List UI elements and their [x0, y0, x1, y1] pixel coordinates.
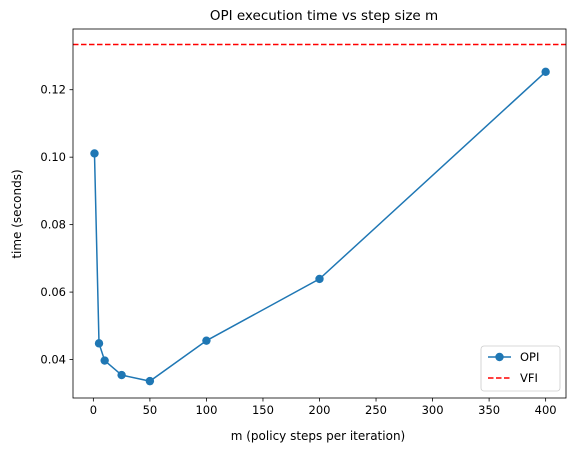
x-tick-label: 200 [309, 403, 331, 417]
plot-area [73, 43, 566, 386]
x-tick-label: 300 [422, 403, 444, 417]
y-tick-label: 0.12 [40, 83, 66, 97]
y-axis-ticks: 0.04 0.06 0.08 0.10 0.12 [40, 83, 73, 367]
chart-title: OPI execution time vs step size m [210, 8, 438, 24]
x-tick-label: 150 [252, 403, 274, 417]
x-tick-label: 250 [365, 403, 387, 417]
opi-data-point [541, 67, 550, 77]
axes-frame [72, 28, 567, 399]
opi-data-point [100, 356, 109, 365]
opi-data-point [145, 376, 155, 386]
opi-data-point [90, 149, 99, 158]
x-tick-label: 400 [535, 403, 557, 417]
y-axis-label: time (seconds) [10, 169, 24, 258]
x-axis-ticks: 0 50 100 150 200 250 300 350 400 [90, 398, 557, 417]
legend-opi-marker [495, 352, 504, 362]
x-tick-label: 100 [195, 403, 217, 417]
opi-data-point [94, 339, 104, 348]
x-tick-label: 350 [478, 403, 500, 417]
x-tick-label: 50 [143, 403, 158, 417]
y-tick-label: 0.08 [40, 218, 66, 232]
opi-data-point [117, 370, 126, 380]
opi-data-point [202, 336, 211, 345]
x-tick-label: 0 [90, 403, 97, 417]
y-tick-label: 0.04 [40, 353, 66, 367]
x-axis-label: m (policy steps per iteration) [231, 429, 405, 443]
opi-data-point [315, 274, 324, 284]
legend-vfi-label: VFI [520, 371, 538, 385]
y-tick-label: 0.10 [40, 150, 66, 164]
legend: OPI VFI [480, 345, 561, 392]
y-tick-label: 0.06 [40, 285, 66, 299]
legend-opi-label: OPI [520, 350, 539, 364]
